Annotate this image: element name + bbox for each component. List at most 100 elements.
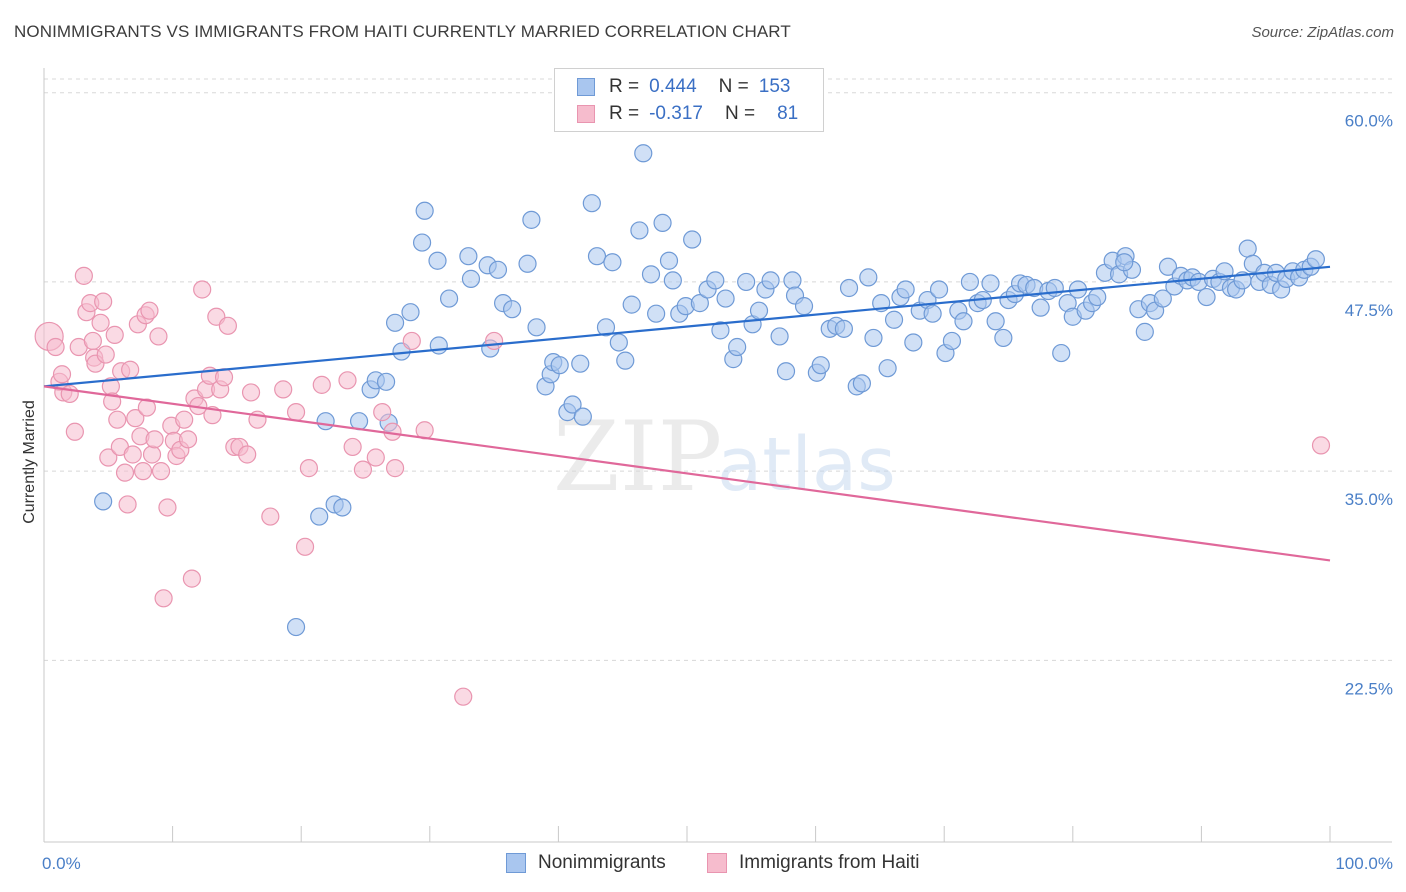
- point-haiti: [154, 589, 173, 608]
- point-haiti: [402, 331, 421, 351]
- trend-line-nonimmigrants: [43, 265, 1331, 388]
- point-nonimmigrants: [706, 271, 725, 290]
- point-haiti: [214, 368, 234, 387]
- point-haiti: [299, 459, 319, 478]
- point-nonimmigrants: [286, 617, 306, 637]
- legend-n-label: N =: [718, 76, 749, 97]
- legend-swatch-pink: [577, 105, 595, 123]
- point-nonimmigrants: [316, 412, 335, 431]
- point-nonimmigrants: [587, 247, 607, 266]
- legend-r-value: 0.444: [649, 76, 697, 97]
- trend-lines: [43, 265, 1331, 562]
- x-tick-label: 0.0%: [42, 854, 81, 873]
- point-nonimmigrants: [690, 294, 709, 313]
- point-nonimmigrants: [1031, 298, 1050, 317]
- legend-swatch-blue: [506, 853, 526, 873]
- y-tick-label: 35.0%: [1345, 490, 1393, 509]
- point-nonimmigrants: [859, 268, 878, 287]
- point-haiti: [295, 537, 315, 556]
- point-haiti: [137, 398, 156, 417]
- legend-n-value: 153: [758, 76, 791, 97]
- point-haiti: [238, 445, 257, 464]
- point-haiti: [99, 448, 118, 467]
- watermark: ZIP atlas: [553, 401, 896, 513]
- point-nonimmigrants: [1158, 257, 1178, 276]
- point-haiti: [94, 292, 113, 311]
- point-haiti: [1311, 436, 1331, 455]
- chart-title: NONIMMIGRANTS VS IMMIGRANTS FROM HAITI C…: [14, 22, 791, 41]
- legend-swatch-pink: [707, 853, 727, 873]
- point-haiti: [133, 462, 153, 481]
- point-nonimmigrants: [522, 210, 541, 229]
- point-nonimmigrants: [622, 295, 641, 314]
- point-nonimmigrants: [852, 374, 871, 393]
- point-nonimmigrants: [770, 327, 789, 346]
- point-nonimmigrants: [439, 289, 459, 308]
- point-nonimmigrants: [839, 278, 859, 298]
- legend-n-value: 81: [777, 103, 799, 124]
- point-nonimmigrants: [749, 301, 769, 320]
- point-haiti: [274, 380, 293, 399]
- point-haiti: [83, 331, 102, 351]
- point-nonimmigrants: [1238, 239, 1257, 258]
- point-nonimmigrants: [960, 272, 980, 292]
- point-nonimmigrants: [942, 331, 962, 351]
- point-nonimmigrants: [811, 356, 830, 375]
- point-haiti: [145, 430, 164, 449]
- correlation-legend: R = 0.444 N = 153 R = -0.317 N = 81: [554, 68, 824, 132]
- legend-swatch-blue: [577, 78, 595, 96]
- point-haiti: [123, 445, 142, 464]
- point-nonimmigrants: [986, 312, 1005, 331]
- point-nonimmigrants: [929, 280, 949, 299]
- legend-row-haiti: R = -0.317 N = 81: [577, 102, 798, 126]
- y-tick-label: 47.5%: [1345, 301, 1393, 320]
- point-haiti: [115, 463, 135, 482]
- point-nonimmigrants: [884, 310, 904, 329]
- point-nonimmigrants: [94, 492, 113, 511]
- point-nonimmigrants: [310, 507, 329, 526]
- tick-labels: 22.5% 35.0% 47.5% 60.0% 0.0% 100.0%: [42, 112, 1393, 873]
- y-axis-label: Currently Married: [21, 400, 38, 524]
- point-nonimmigrants: [1115, 253, 1134, 272]
- point-haiti: [261, 507, 280, 526]
- point-nonimmigrants: [659, 251, 679, 270]
- point-nonimmigrants: [864, 328, 883, 348]
- point-nonimmigrants: [518, 254, 537, 273]
- point-haiti: [158, 498, 177, 517]
- point-nonimmigrants: [634, 144, 653, 163]
- point-haiti: [46, 337, 65, 357]
- point-haiti: [74, 266, 93, 285]
- point-nonimmigrants: [641, 265, 661, 284]
- point-nonimmigrants: [994, 328, 1013, 348]
- legend-label: Immigrants from Haiti: [739, 852, 920, 873]
- point-nonimmigrants: [385, 313, 405, 332]
- point-nonimmigrants: [550, 356, 569, 375]
- point-nonimmigrants: [488, 260, 508, 279]
- point-nonimmigrants: [415, 201, 434, 220]
- point-nonimmigrants: [1153, 289, 1172, 308]
- point-nonimmigrants: [1306, 250, 1325, 269]
- point-nonimmigrants: [716, 289, 735, 308]
- point-nonimmigrants: [1197, 287, 1216, 307]
- point-haiti: [193, 280, 212, 299]
- point-haiti: [118, 495, 137, 514]
- point-haiti: [175, 410, 194, 429]
- point-nonimmigrants: [794, 297, 814, 316]
- point-nonimmigrants: [401, 303, 420, 322]
- legend-item-nonimmigrants: Nonimmigrants: [506, 852, 666, 874]
- legend-label: Nonimmigrants: [538, 852, 666, 873]
- point-nonimmigrants: [1135, 322, 1154, 341]
- point-nonimmigrants: [1088, 287, 1107, 307]
- point-nonimmigrants: [683, 230, 702, 249]
- point-nonimmigrants: [573, 407, 592, 426]
- point-nonimmigrants: [503, 300, 522, 319]
- point-nonimmigrants: [582, 194, 601, 213]
- point-nonimmigrants: [616, 351, 635, 370]
- point-nonimmigrants: [459, 247, 478, 266]
- point-haiti: [203, 406, 222, 425]
- point-haiti: [105, 325, 124, 345]
- point-nonimmigrants: [663, 271, 682, 290]
- point-nonimmigrants: [896, 280, 915, 299]
- point-nonimmigrants: [647, 304, 666, 323]
